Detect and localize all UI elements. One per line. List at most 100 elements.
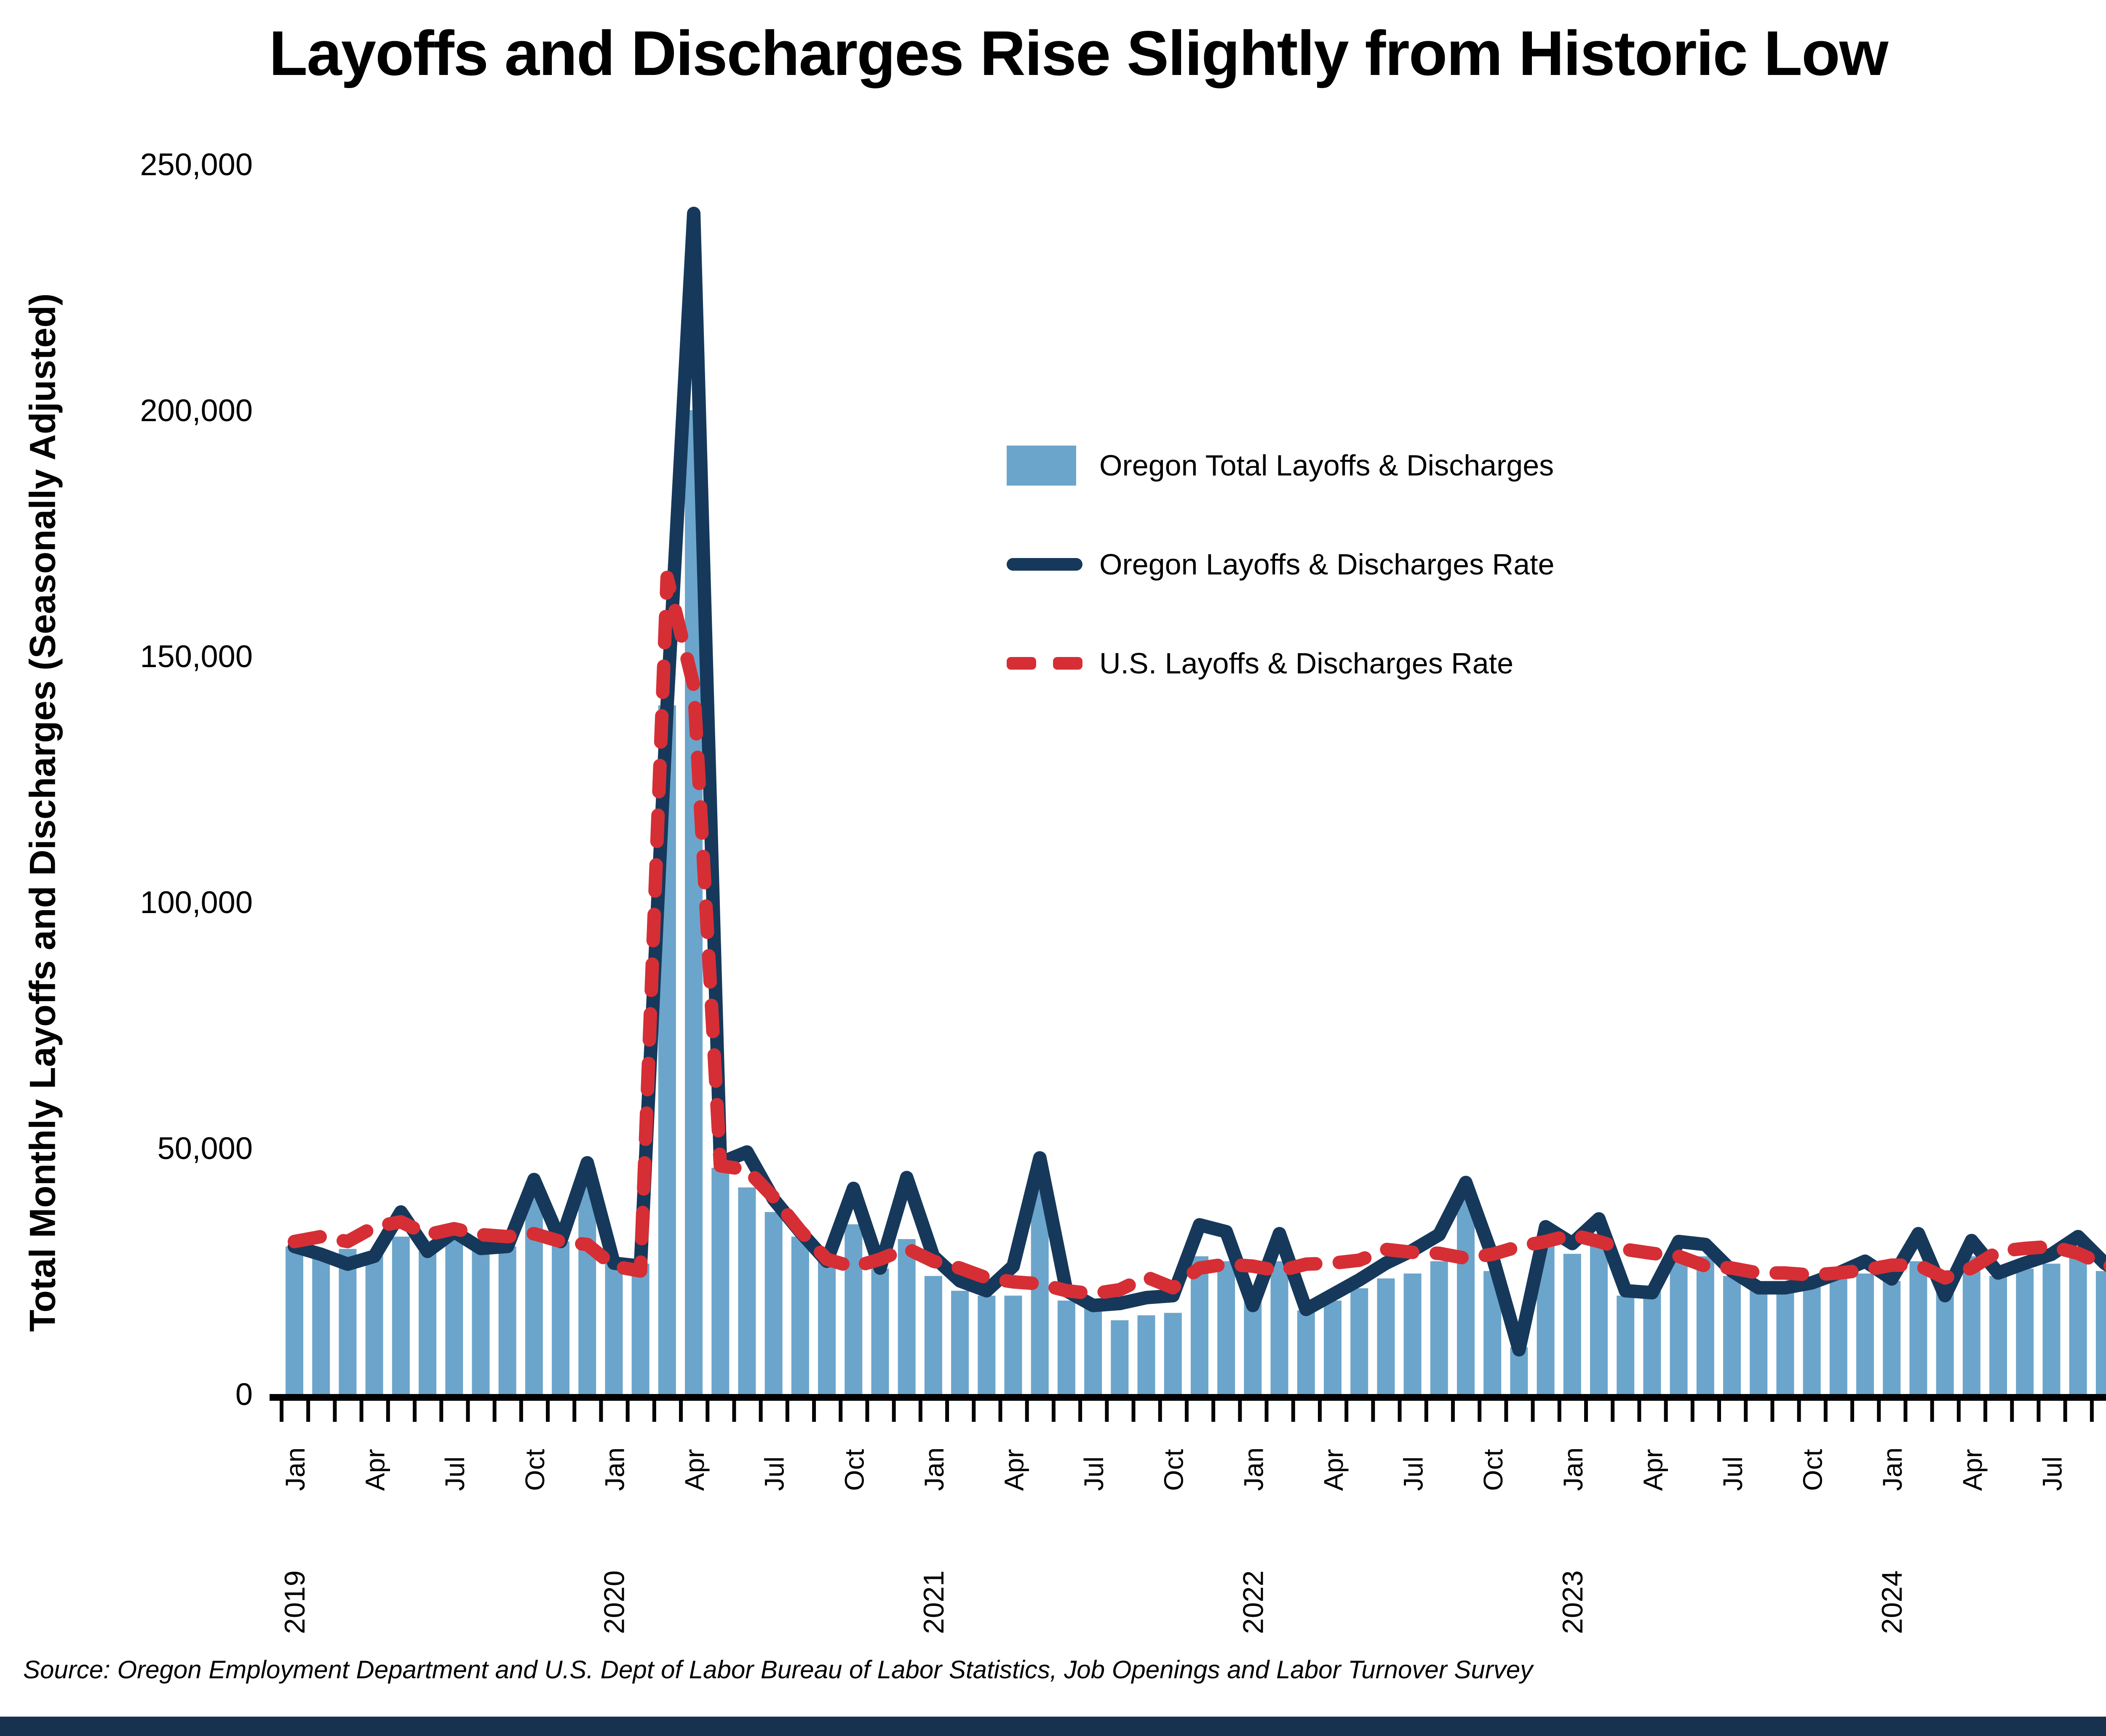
x-axis-tick [1105,1401,1109,1422]
x-axis-tick [333,1401,337,1422]
x-axis-tick [1690,1401,1694,1422]
bar [1164,1313,1182,1394]
bar [1350,1288,1368,1394]
x-tick-label: Jul [759,1456,790,1491]
bar [312,1251,330,1394]
x-axis-tick [812,1401,816,1422]
x-axis-tick [706,1401,710,1422]
x-axis-tick [1264,1401,1269,1422]
x-tick-label: Jan [1238,1448,1269,1491]
bar [1776,1288,1794,1394]
x-axis-tick [1877,1401,1881,1422]
oregon-rate-line [288,206,2106,1357]
bar [2042,1263,2061,1394]
x-axis-tick [1371,1401,1375,1422]
bar [552,1241,570,1394]
x-tick-label: Apr [1957,1449,1988,1491]
bar [1750,1283,1768,1394]
bar [2069,1249,2087,1394]
x-axis-tick [1956,1401,1961,1422]
x-tick-label: Jan [280,1448,310,1491]
legend: Oregon Total Layoffs & Discharges Oregon… [1007,430,1554,726]
x-axis-tick [759,1401,763,1422]
bar [711,1167,730,1394]
legend-item-oregon-rate: Oregon Layoffs & Discharges Rate [1007,529,1554,600]
x-axis-tick [732,1401,736,1422]
left-axis-tick-label: 100,000 [140,885,253,920]
x-tick-label: Oct [520,1449,550,1491]
x-tick-label: Jan [1877,1448,1908,1491]
x-tick-label: Jul [1398,1456,1429,1491]
x-year-label: 2024 [1876,1570,1908,1634]
x-year-label: 2022 [1237,1570,1269,1634]
x-axis-tick [1770,1401,1775,1422]
x-tick-label: Apr [360,1449,390,1491]
bar [1297,1310,1315,1394]
x-axis-tick [625,1401,630,1422]
bar [2016,1269,2034,1394]
bar-swatch-icon [1007,445,1082,486]
bar [339,1249,357,1394]
x-axis-tick [439,1401,444,1422]
bar [1617,1295,1635,1394]
x-axis-tick [492,1401,497,1422]
x-tick-label: Apr [999,1449,1029,1491]
bar [1643,1288,1661,1394]
x-tick-label: Jan [599,1448,630,1491]
legend-label-us-rate: U.S. Layoffs & Discharges Rate [1099,647,1514,680]
x-axis-tick [785,1401,789,1422]
x-axis-tick [1983,1401,1988,1422]
bar [764,1212,783,1394]
x-axis-tick [572,1401,577,1422]
bar [472,1246,490,1394]
left-axis-tick-label: 50,000 [158,1131,253,1166]
bar [898,1239,916,1394]
bar [951,1290,969,1394]
bar [1936,1286,1954,1394]
x-axis-tick [546,1401,550,1422]
x-tick-label: Jul [1718,1456,1748,1491]
x-axis-tick [1531,1401,1535,1422]
x-axis-tick [1451,1401,1455,1422]
bar [1856,1273,1874,1394]
x-axis-tick [2037,1401,2041,1422]
bar [1696,1256,1714,1394]
bar [1270,1261,1288,1394]
solid-line-swatch-icon [1007,558,1082,571]
x-axis-tick [413,1401,417,1422]
x-axis-tick [865,1401,869,1422]
x-axis-tick [1903,1401,1908,1422]
legend-item-us-rate: U.S. Layoffs & Discharges Rate [1007,628,1554,699]
x-axis-tick [2010,1401,2014,1422]
bar [1989,1276,2007,1394]
x-tick-label: Jul [2037,1456,2067,1491]
bar [1457,1197,1475,1394]
x-axis-tick [306,1401,310,1422]
x-axis-tick [1584,1401,1588,1422]
bar [845,1224,863,1394]
x-axis-tick [1850,1401,1855,1422]
bar [498,1246,516,1394]
bar [1137,1315,1155,1394]
x-axis-tick [1744,1401,1748,1422]
bar [1244,1301,1262,1394]
bar [1430,1261,1448,1394]
bar [525,1182,543,1394]
bar [286,1246,303,1394]
x-tick-label: Apr [679,1449,710,1491]
x-axis-tick [918,1401,922,1422]
bar [818,1251,836,1394]
bar [1563,1254,1581,1394]
x-axis-tick [1184,1401,1189,1422]
bar [791,1237,809,1394]
x-axis-tick [1664,1401,1668,1422]
x-axis-tick [1158,1401,1162,1422]
x-tick-label: Oct [1159,1449,1189,1491]
bar [605,1261,623,1394]
x-axis-tick [1238,1401,1242,1422]
x-axis-tick [1078,1401,1082,1422]
x-axis-tick [280,1401,283,1422]
source-note: Source: Oregon Employment Department and… [23,1656,1533,1684]
x-year-label: 2021 [918,1570,950,1634]
